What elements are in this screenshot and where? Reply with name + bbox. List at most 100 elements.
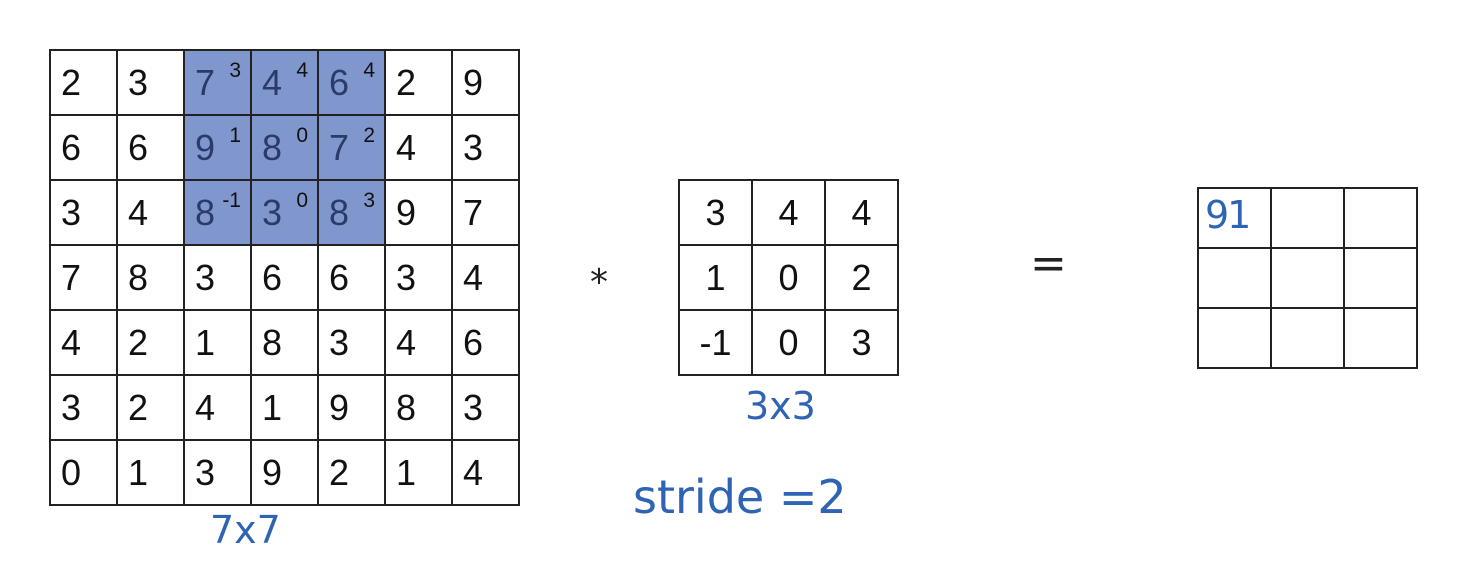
output-cell-value: 91 [1205, 193, 1251, 237]
input-cell: 3 [451, 114, 520, 181]
input-cell: 3 [183, 439, 252, 506]
input-cell: 6 [451, 309, 520, 376]
input-row: 3 4 8 -1 3 0 8 3 9 7 [49, 179, 520, 246]
input-cell-value: 2 [61, 61, 82, 103]
input-cell-value: 1 [262, 386, 283, 428]
input-cell: 4 [49, 309, 118, 376]
output-cell [1343, 307, 1418, 369]
filter-size-label: 3x3 [745, 384, 816, 428]
input-cell-value: 4 [195, 386, 216, 428]
input-cell-value: 8 [262, 126, 283, 168]
input-cell-value: 3 [463, 126, 484, 168]
filter-cell: -1 [678, 309, 753, 376]
input-cell: 9 [250, 439, 319, 506]
filter-cell: 0 [751, 244, 826, 311]
output-cell: 91 [1197, 187, 1272, 249]
input-cell-value: 7 [61, 256, 82, 298]
input-cell: 0 [49, 439, 118, 506]
input-cell: 1 [384, 439, 453, 506]
output-row: 91 [1197, 187, 1418, 249]
input-cell-value: 3 [61, 386, 82, 428]
input-cell: 4 [451, 244, 520, 311]
filter-cell: 2 [824, 244, 899, 311]
input-cell-value: 9 [262, 451, 283, 493]
input-cell: 4 [116, 179, 185, 246]
input-cell-value: 2 [128, 386, 149, 428]
filter-matrix: 3 4 4 1 0 2 -1 0 3 [678, 179, 899, 376]
overlay-weight: 2 [363, 124, 375, 147]
output-cell [1270, 187, 1345, 249]
input-cell: 8 [116, 244, 185, 311]
input-cell: 4 [384, 114, 453, 181]
input-cell: 6 [116, 114, 185, 181]
input-cell-value: 4 [262, 61, 283, 103]
input-cell-value: 3 [329, 321, 350, 363]
input-cell: 2 [116, 374, 185, 441]
output-cell [1270, 247, 1345, 309]
input-row: 4 2 1 8 3 4 6 [49, 309, 520, 376]
input-cell: 3 [49, 374, 118, 441]
filter-cell: 3 [678, 179, 753, 246]
input-cell-value: 3 [396, 256, 417, 298]
input-cell-value: 8 [396, 386, 417, 428]
overlay-weight: 0 [296, 189, 308, 212]
input-cell-value: 8 [262, 321, 283, 363]
input-cell: 4 [384, 309, 453, 376]
input-cell: 9 [317, 374, 386, 441]
input-cell-value: 3 [195, 451, 216, 493]
input-cell: 3 [317, 309, 386, 376]
input-cell-value: 6 [329, 256, 350, 298]
input-cell-value: 8 [195, 191, 216, 233]
output-row [1197, 307, 1418, 369]
output-cell [1343, 187, 1418, 249]
input-cell-value: 6 [262, 256, 283, 298]
overlay-weight: -1 [222, 189, 241, 212]
input-cell-value: 7 [463, 191, 484, 233]
input-cell: 1 [183, 309, 252, 376]
input-cell: 3 [49, 179, 118, 246]
input-cell: 7 [451, 179, 520, 246]
input-cell-value: 9 [396, 191, 417, 233]
overlay-weight: 4 [363, 59, 375, 82]
input-cell-value: 7 [329, 126, 350, 168]
input-cell-value: 8 [128, 256, 149, 298]
input-row: 0 1 3 9 2 1 4 [49, 439, 520, 506]
output-cell [1197, 307, 1272, 369]
input-cell-value: 4 [396, 126, 417, 168]
input-cell: 9 [384, 179, 453, 246]
input-cell-value: 6 [329, 61, 350, 103]
output-cell [1197, 247, 1272, 309]
input-cell: 6 [250, 244, 319, 311]
input-cell-value: 4 [128, 191, 149, 233]
input-cell: 9 [451, 49, 520, 116]
input-matrix: 2 3 7 3 4 4 6 4 2 9 6 6 9 1 8 0 7 2 4 3 3 4 8 -1 3 0 8 3 9 7 7 8 3 6 6 3 4 4 2… [49, 49, 520, 506]
stride-annotation: stride =2 [633, 470, 847, 524]
input-cell: 6 [49, 114, 118, 181]
overlay-weight: 3 [229, 59, 241, 82]
input-cell: 8 -1 [183, 179, 252, 246]
input-cell: 2 [49, 49, 118, 116]
input-cell-value: 2 [128, 321, 149, 363]
filter-cell: 4 [751, 179, 826, 246]
input-cell: 3 [183, 244, 252, 311]
input-cell: 2 [116, 309, 185, 376]
input-cell-value: 6 [463, 321, 484, 363]
input-cell-value: 3 [195, 256, 216, 298]
output-row [1197, 247, 1418, 309]
input-cell: 3 [451, 374, 520, 441]
input-row: 3 2 4 1 9 8 3 [49, 374, 520, 441]
output-matrix: 91 [1197, 187, 1418, 369]
input-cell-value: 4 [396, 321, 417, 363]
input-cell: 2 [384, 49, 453, 116]
input-cell-value: 2 [396, 61, 417, 103]
input-cell-value: 9 [195, 126, 216, 168]
input-cell-value: 2 [329, 451, 350, 493]
